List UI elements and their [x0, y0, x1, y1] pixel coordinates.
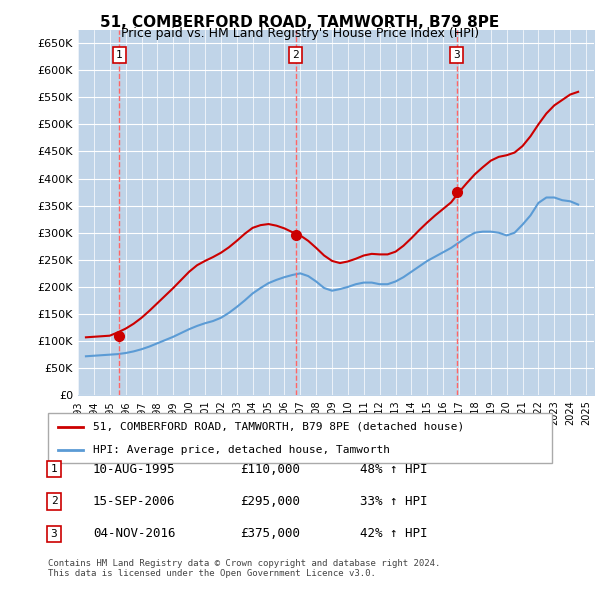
- Text: 42% ↑ HPI: 42% ↑ HPI: [360, 527, 427, 540]
- Text: £110,000: £110,000: [240, 463, 300, 476]
- Text: 1: 1: [116, 50, 123, 60]
- Text: 48% ↑ HPI: 48% ↑ HPI: [360, 463, 427, 476]
- Text: 51, COMBERFORD ROAD, TAMWORTH, B79 8PE: 51, COMBERFORD ROAD, TAMWORTH, B79 8PE: [100, 15, 500, 30]
- Text: HPI: Average price, detached house, Tamworth: HPI: Average price, detached house, Tamw…: [94, 445, 391, 455]
- FancyBboxPatch shape: [48, 413, 552, 463]
- Text: 2: 2: [292, 50, 299, 60]
- Text: £295,000: £295,000: [240, 495, 300, 508]
- Text: 10-AUG-1995: 10-AUG-1995: [93, 463, 176, 476]
- Text: Contains HM Land Registry data © Crown copyright and database right 2024.
This d: Contains HM Land Registry data © Crown c…: [48, 559, 440, 578]
- Text: 3: 3: [453, 50, 460, 60]
- Text: 04-NOV-2016: 04-NOV-2016: [93, 527, 176, 540]
- Text: 33% ↑ HPI: 33% ↑ HPI: [360, 495, 427, 508]
- Text: £375,000: £375,000: [240, 527, 300, 540]
- Text: 51, COMBERFORD ROAD, TAMWORTH, B79 8PE (detached house): 51, COMBERFORD ROAD, TAMWORTH, B79 8PE (…: [94, 421, 464, 431]
- Text: 3: 3: [50, 529, 58, 539]
- Text: 2: 2: [50, 497, 58, 506]
- Text: Price paid vs. HM Land Registry's House Price Index (HPI): Price paid vs. HM Land Registry's House …: [121, 27, 479, 40]
- Text: 15-SEP-2006: 15-SEP-2006: [93, 495, 176, 508]
- Text: 1: 1: [50, 464, 58, 474]
